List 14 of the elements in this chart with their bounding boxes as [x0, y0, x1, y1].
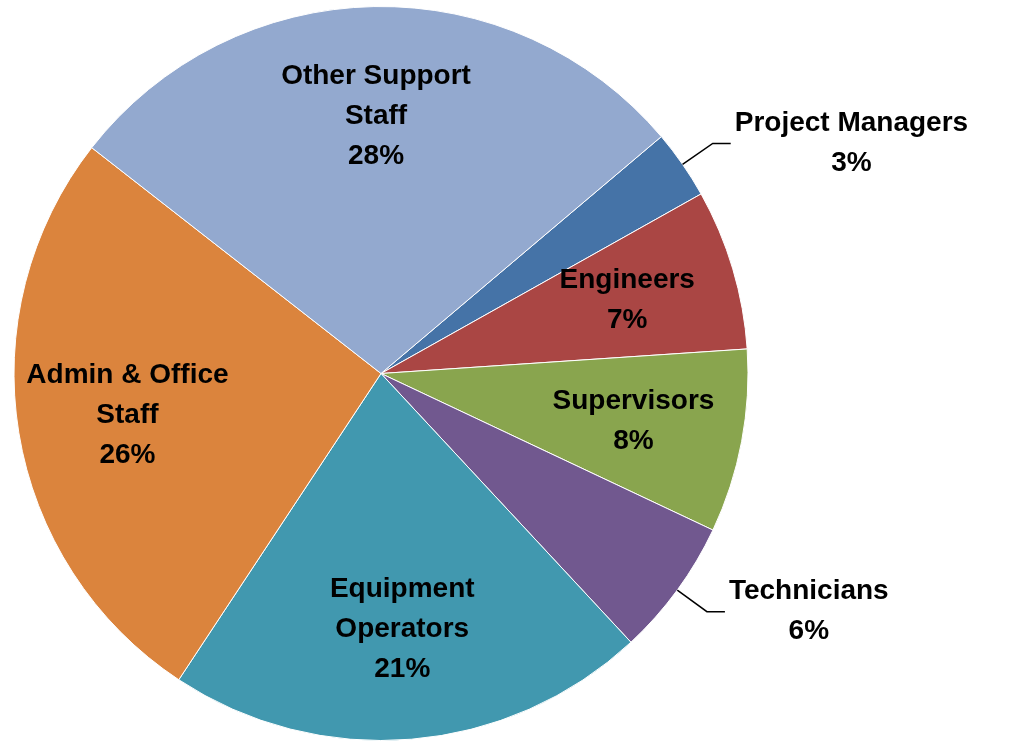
slice-label: Engineers: [559, 262, 695, 294]
data-label: 7%: [607, 302, 648, 334]
slice-label: Project Managers: [734, 106, 969, 138]
slice-label: Other Support Staff: [281, 59, 471, 131]
data-label: 8%: [613, 423, 654, 455]
data-label: 6%: [788, 614, 830, 646]
data-label: 21%: [374, 652, 431, 684]
data-label: 28%: [348, 139, 405, 171]
data-label: 3%: [831, 146, 872, 178]
slice-label: Technicians: [728, 574, 889, 606]
slice-label: Supervisors: [552, 383, 715, 415]
slice-label: Equipment Operators: [329, 572, 475, 644]
data-label: 26%: [99, 437, 156, 469]
slice-label: Admin & Office Staff: [26, 357, 229, 429]
